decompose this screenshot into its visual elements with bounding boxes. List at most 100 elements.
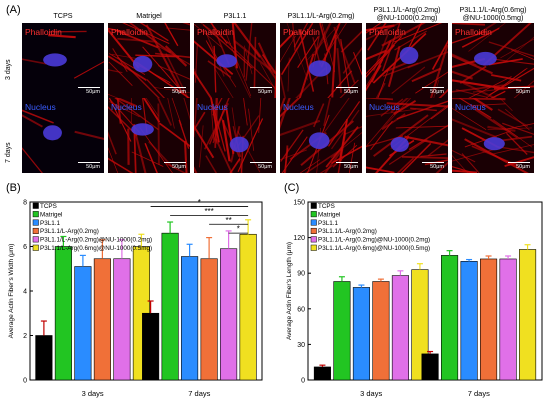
actin-fiber (108, 69, 123, 74)
actin-fiber (488, 58, 523, 66)
row-label-3-days: 3 days (5, 59, 12, 80)
legend-entry: P3L1.1/L-Arg(0.2mg) (318, 228, 377, 235)
actin-fiber (157, 98, 173, 126)
actin-fiber (396, 157, 415, 173)
actin-fiber (248, 108, 255, 151)
actin-fiber (452, 70, 473, 80)
cell-nucleus (43, 125, 62, 141)
stain-label: Phalloidin (283, 27, 320, 37)
actin-fiber (145, 24, 182, 91)
actin-fiber (293, 23, 309, 48)
actin-fiber (468, 23, 506, 52)
legend-entry: P3L1.1 (40, 220, 60, 227)
micrograph-image (22, 98, 104, 173)
bar (421, 353, 439, 381)
scale-bar (164, 162, 186, 163)
stain-label: Phalloidin (369, 27, 406, 37)
actin-fiber (194, 124, 215, 159)
bar (54, 246, 72, 381)
actin-fiber (474, 108, 519, 139)
actin-fiber (122, 23, 170, 45)
actin-fiber (144, 142, 159, 173)
actin-fiber (243, 98, 248, 126)
actin-fiber (280, 98, 291, 130)
actin-fiber (452, 149, 476, 163)
legend-swatch (32, 244, 39, 251)
actin-fiber (491, 144, 534, 155)
y-axis-label: Average Actin Fiber's Width (μm) (8, 244, 15, 339)
y-tick-label: 60 (297, 306, 305, 313)
legend-swatch (32, 219, 39, 226)
scale-bar (508, 162, 530, 163)
actin-fiber (167, 98, 175, 129)
legend-entry: TCPS (318, 203, 335, 210)
column-header: TCPS (53, 11, 73, 20)
bar (181, 256, 199, 381)
actin-fiber (487, 125, 516, 132)
actin-fiber (183, 140, 188, 173)
actin-fiber (452, 53, 477, 66)
actin-fiber (324, 148, 343, 173)
actin-fiber (504, 123, 534, 130)
actin-fiber (366, 107, 400, 148)
micrograph-image (452, 23, 534, 98)
actin-fiber (292, 23, 296, 51)
actin-fiber (400, 142, 432, 173)
bar (93, 258, 111, 381)
actin-fiber (116, 29, 159, 49)
micrograph-tile: Nucleus 50μm (280, 98, 362, 173)
actin-fiber (438, 88, 448, 98)
actin-fiber (366, 44, 395, 78)
actin-fiber (22, 147, 43, 173)
actin-fiber (424, 159, 448, 166)
actin-fiber (330, 132, 362, 158)
bar (74, 266, 92, 381)
actin-fiber (435, 161, 448, 173)
panel-a-label: (A) (6, 4, 21, 16)
legend-entry: P3L1.1 (318, 220, 338, 227)
actin-fiber (283, 147, 289, 173)
actin-fiber (108, 27, 124, 33)
bar (113, 258, 131, 381)
actin-fiber (313, 103, 325, 128)
actin-fiber (513, 80, 534, 98)
actin-fiber (108, 131, 117, 155)
stain-label: Phalloidin (111, 27, 148, 37)
actin-fiber (280, 119, 321, 137)
cell-nucleus (43, 53, 67, 67)
actin-fiber (108, 55, 147, 82)
actin-fiber (488, 41, 534, 57)
scale-label: 50μm (172, 164, 186, 170)
micrograph-image (452, 98, 534, 173)
actin-fiber (221, 120, 231, 162)
micrograph-image (280, 23, 362, 98)
actin-fiber (366, 49, 387, 61)
actin-fiber (372, 32, 427, 84)
legend-swatch (310, 236, 317, 243)
actin-fiber (500, 38, 534, 59)
stain-label: Nucleus (369, 102, 400, 112)
actin-fiber (142, 98, 161, 123)
legend-entry: P3L1.1/L-Arg(0.6mg)@NU-1000(0.5mg) (318, 245, 430, 252)
actin-fiber (108, 61, 133, 86)
actin-fiber (461, 27, 500, 48)
x-category-label: 7 days (188, 389, 210, 398)
actin-fiber (504, 156, 534, 168)
x-category-label: 7 days (468, 389, 490, 398)
actin-fiber (233, 23, 261, 58)
legend-entry: P3L1.1/L-Arg(0.2mg)@NU-1000(0.2mg) (318, 237, 430, 244)
actin-fiber (387, 45, 401, 88)
legend-entry: P3L1.1/L-Arg(0.2mg) (40, 228, 99, 235)
legend-swatch (310, 219, 317, 226)
actin-fiber (390, 98, 410, 113)
micrograph-image (366, 23, 448, 98)
stain-label: Nucleus (455, 102, 486, 112)
stain-label: Nucleus (283, 102, 314, 112)
actin-fiber (452, 57, 486, 68)
actin-fiber (393, 100, 417, 116)
scale-bar (336, 162, 358, 163)
actin-fiber (452, 169, 478, 173)
actin-fiber (48, 34, 76, 39)
actin-fiber (280, 23, 314, 76)
y-tick-label: 4 (23, 289, 27, 296)
